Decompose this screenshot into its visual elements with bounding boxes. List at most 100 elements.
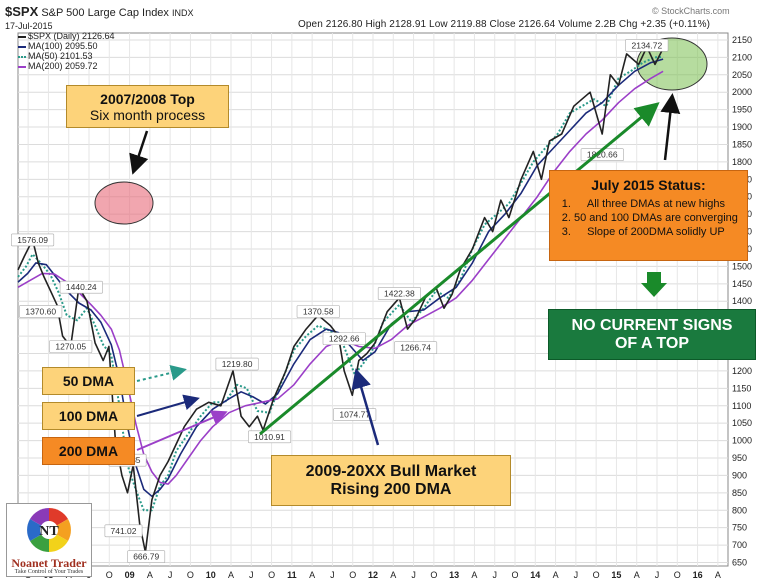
- y-tick-label: 950: [732, 453, 747, 463]
- x-tick-label: A: [634, 570, 640, 580]
- price-label-box: [19, 305, 63, 318]
- price-label-box: [59, 280, 103, 294]
- status-title: July 2015 Status:: [591, 177, 706, 193]
- ohlc-readout: Open 2126.80 High 2128.91 Low 2119.88 Cl…: [298, 19, 711, 30]
- chart-title-row: $SPX S&P 500 Large Cap Index INDX: [5, 4, 194, 19]
- dma100-box: 100 DMA: [42, 402, 135, 430]
- price-label-box: [333, 408, 377, 421]
- series-line: [17, 58, 664, 498]
- y-tick-label: 1900: [732, 122, 752, 132]
- x-tick-label: A: [309, 570, 315, 580]
- x-tick-label: A: [228, 570, 234, 580]
- chart-date: 17-Jul-2015: [5, 21, 53, 31]
- arrow-to-current: [660, 93, 681, 161]
- y-tick-label: 800: [732, 505, 747, 515]
- down-arrow-icon: [641, 272, 667, 297]
- y-tick-label: 1450: [732, 279, 752, 289]
- top-2007-box: 2007/2008 Top Six month process: [66, 85, 229, 128]
- price-label: 1440.24: [66, 282, 97, 292]
- y-tick-label: 2100: [732, 52, 752, 62]
- x-tick-label: J: [411, 570, 416, 580]
- legend-swatch: [18, 45, 26, 48]
- x-tick-label: 10: [206, 570, 216, 580]
- watermark: © StockCharts.com: [652, 6, 730, 16]
- x-tick-label: J: [168, 570, 173, 580]
- status-item: All three DMAs at new highs: [574, 197, 738, 211]
- exchange: INDX: [172, 8, 194, 18]
- price-label: 2134.72: [631, 40, 662, 50]
- price-label: 1010.91: [254, 432, 285, 442]
- price-label-box: [11, 233, 55, 247]
- x-tick-label: A: [147, 570, 153, 580]
- x-tick-label: 12: [368, 570, 378, 580]
- legend-item: MA(200) 2059.72: [18, 61, 115, 71]
- price-label-box: [215, 357, 259, 371]
- price-label: 1219.80: [222, 359, 253, 369]
- no-top-line1: NO CURRENT SIGNS: [571, 316, 733, 334]
- legend-label: MA(100) 2095.50: [28, 41, 98, 51]
- x-tick-label: 09: [125, 570, 135, 580]
- series-line: [17, 56, 664, 512]
- legend-label: MA(50) 2101.53: [28, 51, 93, 61]
- y-tick-label: 2000: [732, 87, 752, 97]
- noanet-logo: NT Noanet Trader Take Control of Your Tr…: [6, 503, 92, 577]
- y-tick-label: 1200: [732, 366, 752, 376]
- bull-box-line2: Rising 200 DMA: [330, 480, 452, 498]
- series-line: [17, 70, 664, 485]
- price-label-box: [394, 341, 438, 354]
- arrow-50dma: [136, 365, 187, 382]
- x-tick-label: 13: [449, 570, 459, 580]
- bull-trend-arrow: [259, 102, 660, 436]
- x-tick-label: J: [655, 570, 660, 580]
- y-tick-label: 1000: [732, 436, 752, 446]
- index-name: S&P 500 Large Cap Index: [41, 7, 169, 19]
- legend-swatch: [18, 35, 26, 38]
- price-label-box: [127, 550, 166, 563]
- y-tick-label: 2150: [732, 35, 752, 45]
- x-tick-label: O: [268, 570, 275, 580]
- x-tick-label: 15: [611, 570, 621, 580]
- svg-text:NT: NT: [39, 524, 59, 539]
- arrow-200dma: [136, 410, 228, 451]
- y-tick-label: 1800: [732, 157, 752, 167]
- y-tick-label: 850: [732, 488, 747, 498]
- x-tick-label: A: [390, 570, 396, 580]
- price-label: 1370.60: [25, 306, 56, 316]
- x-tick-label: J: [492, 570, 497, 580]
- status-list: All three DMAs at new highs 50 and 100 D…: [558, 197, 738, 239]
- price-label-box: [104, 524, 143, 538]
- x-tick-label: J: [249, 570, 254, 580]
- x-tick-label: J: [330, 570, 335, 580]
- y-tick-label: 1850: [732, 139, 752, 149]
- price-label-box: [625, 38, 669, 52]
- y-tick-label: 1400: [732, 296, 752, 306]
- no-top-line2: OF A TOP: [614, 334, 690, 352]
- price-label-box: [322, 332, 366, 345]
- price-label: 666.79: [133, 552, 159, 562]
- logo-wheel-icon: NT: [27, 508, 71, 552]
- x-tick-label: O: [593, 570, 600, 580]
- legend: $SPX (Daily) 2126.64 MA(100) 2095.50 MA(50…: [18, 31, 115, 71]
- price-label-box: [296, 305, 340, 318]
- x-tick-label: 16: [693, 570, 703, 580]
- price-label: 1820.66: [587, 150, 618, 160]
- x-tick-label: A: [471, 570, 477, 580]
- price-label: 1270.05: [55, 342, 86, 352]
- status-item: 50 and 100 DMAs are converging: [574, 211, 738, 225]
- top-box-subtitle: Six month process: [89, 106, 206, 123]
- dma200-box: 200 DMA: [42, 437, 135, 465]
- legend-item: $SPX (Daily) 2126.64: [18, 31, 115, 41]
- x-tick-label: O: [106, 570, 113, 580]
- legend-swatch: [18, 65, 26, 68]
- x-tick-label: O: [349, 570, 356, 580]
- x-tick-label: 11: [287, 570, 297, 580]
- status-box: July 2015 Status: All three DMAs at new …: [549, 170, 748, 261]
- price-label-box: [248, 430, 292, 444]
- y-tick-label: 700: [732, 540, 747, 550]
- arrow-to-2007-top: [129, 130, 149, 175]
- x-tick-label: A: [553, 570, 559, 580]
- x-tick-label: J: [574, 570, 579, 580]
- legend-item: MA(50) 2101.53: [18, 51, 115, 61]
- symbol: $SPX: [5, 4, 39, 19]
